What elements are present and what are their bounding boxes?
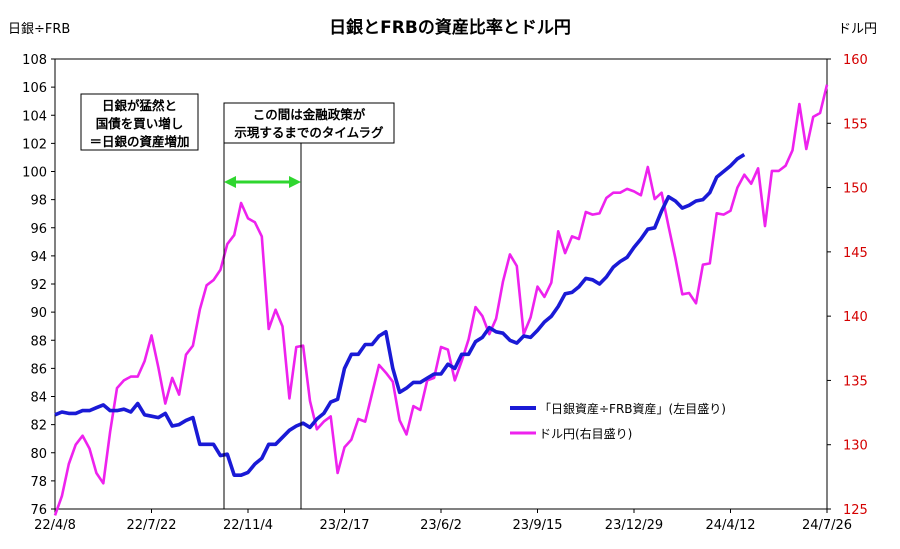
annotation-timelag-line: 示現するまでのタイムラグ (233, 125, 384, 140)
right-axis-label: ドル円 (838, 22, 877, 37)
annotation-boj-line: 日銀が猛然と (102, 98, 177, 113)
x-tick-label: 23/2/17 (319, 518, 369, 533)
left-tick-label: 88 (30, 334, 47, 349)
left-tick-label: 84 (30, 391, 47, 406)
axes-group: 76 78 80 82 84 86 88 90 92 94 96 98 100 102 104 106 108 1… (22, 53, 868, 533)
x-tick-label: 22/7/22 (126, 518, 176, 533)
right-tick-label: 145 (843, 246, 868, 261)
legend-usdjpy-label: ドル円(右目盛り) (539, 426, 632, 441)
lag-arrow-head-left (224, 176, 236, 188)
right-tick-label: 130 (843, 439, 868, 454)
annotation-timelag-line: この間は金融政策が (253, 107, 366, 122)
right-tick-label: 125 (843, 503, 868, 518)
left-tick-label: 90 (30, 306, 47, 321)
series-group (53, 84, 829, 516)
left-tick-label: 82 (30, 419, 47, 434)
right-tick-label: 155 (843, 117, 868, 132)
x-tick-label: 24/4/12 (705, 518, 755, 533)
legend: 「日銀資産÷FRB資産」(左目盛り) ドル円(右目盛り) (510, 401, 726, 441)
series-usdjpy-line (53, 84, 829, 516)
lag-arrow-head-right (289, 176, 301, 188)
left-tick-label: 96 (30, 222, 47, 237)
series-ratio-line (54, 153, 746, 477)
left-tick-label: 102 (22, 137, 47, 152)
x-tick-label: 24/7/26 (802, 518, 852, 533)
left-tick-label: 80 (30, 447, 47, 462)
left-tick-label: 86 (30, 362, 47, 377)
right-tick-label: 140 (843, 310, 868, 325)
x-tick-label: 23/6/2 (420, 518, 462, 533)
annotation-boj-line: 国債を買い増し (96, 116, 184, 131)
chart-title: 日銀とFRBの資産比率とドル円 (329, 17, 571, 38)
x-tick-label: 23/9/15 (512, 518, 562, 533)
left-tick-label: 76 (30, 503, 47, 518)
left-tick-label: 94 (30, 250, 47, 265)
left-tick-label: 100 (22, 166, 47, 181)
left-tick-label: 106 (22, 81, 47, 96)
left-axis-label: 日銀÷FRB (8, 22, 70, 37)
right-tick-label: 135 (843, 374, 868, 389)
right-tick-label: 150 (843, 182, 868, 197)
x-tick-label: 22/4/8 (34, 518, 76, 533)
annotation-boj-line: ＝日銀の資産増加 (89, 134, 189, 149)
annotation-box-timelag (223, 102, 395, 144)
right-tick-label: 160 (843, 53, 868, 68)
x-tick-label: 22/11/4 (223, 518, 273, 533)
annotation-box-boj (80, 93, 199, 151)
left-tick-label: 108 (22, 53, 47, 68)
legend-ratio-label: 「日銀資産÷FRB資産」(左目盛り) (539, 401, 726, 416)
x-tick-label: 23/12/29 (605, 518, 663, 533)
left-tick-label: 104 (22, 109, 47, 124)
left-tick-label: 98 (30, 194, 47, 209)
left-tick-label: 78 (30, 475, 47, 490)
left-tick-label: 92 (30, 278, 47, 293)
